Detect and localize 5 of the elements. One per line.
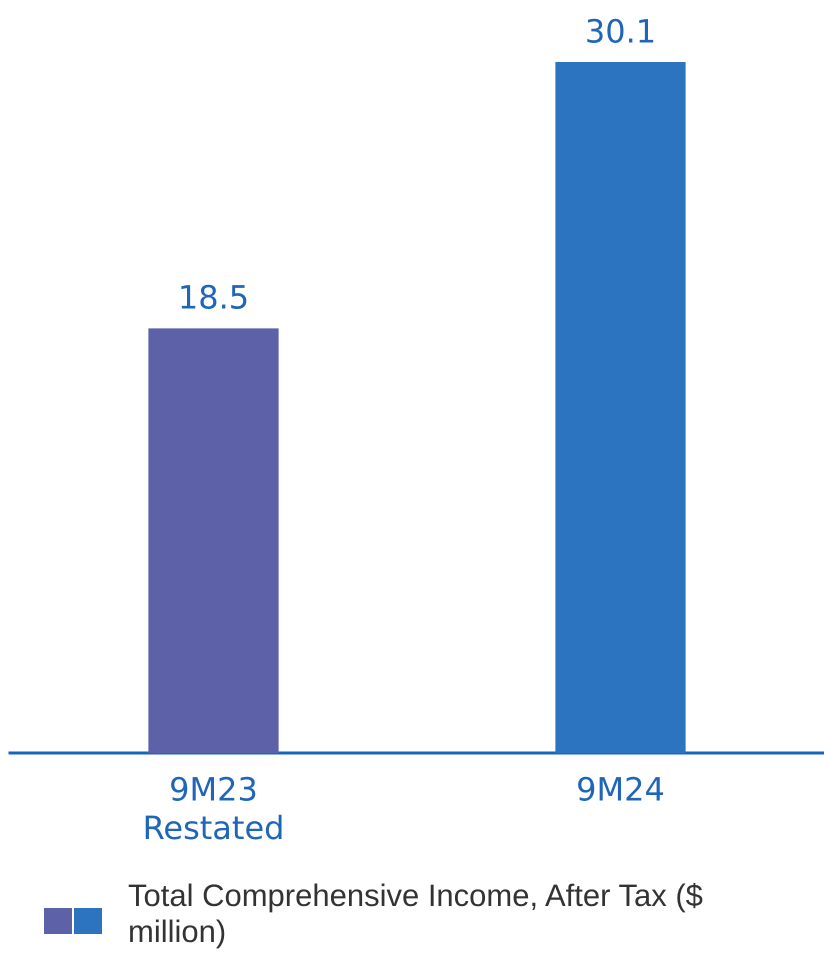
legend-label: Total Comprehensive Income, After Tax ($ million) (128, 878, 704, 950)
data-label: 30.1 (584, 12, 656, 50)
x-tick-label: 9M23 Restated (142, 770, 284, 848)
data-label: 18.5 (178, 278, 250, 317)
x-tick-label: 9M24 (576, 770, 665, 809)
